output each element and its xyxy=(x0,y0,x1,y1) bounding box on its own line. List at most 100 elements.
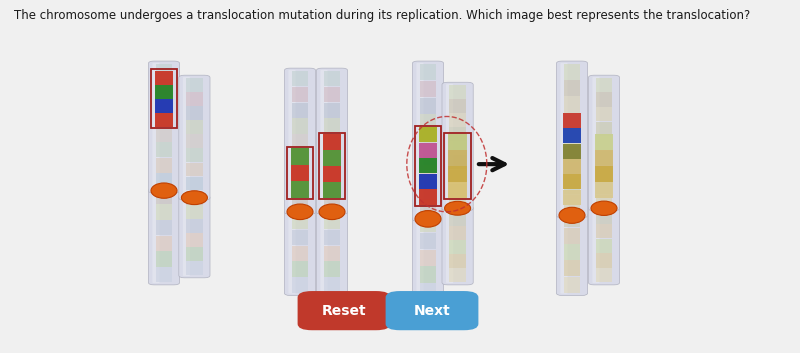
FancyBboxPatch shape xyxy=(285,209,315,295)
FancyBboxPatch shape xyxy=(152,63,160,283)
Bar xyxy=(420,233,437,249)
Bar xyxy=(420,267,437,283)
Bar xyxy=(186,120,203,134)
Bar xyxy=(563,129,581,145)
FancyBboxPatch shape xyxy=(560,63,568,294)
Bar xyxy=(291,198,308,213)
Bar xyxy=(155,236,172,251)
Bar xyxy=(448,166,467,181)
Bar xyxy=(595,78,613,92)
Bar xyxy=(419,189,438,205)
Bar xyxy=(450,212,466,226)
Bar xyxy=(420,250,437,266)
Bar xyxy=(595,122,613,136)
Bar xyxy=(563,179,581,195)
Bar xyxy=(420,148,437,165)
Bar xyxy=(155,220,172,235)
Bar xyxy=(155,251,172,267)
Bar xyxy=(291,181,310,198)
FancyBboxPatch shape xyxy=(285,68,315,214)
Bar xyxy=(155,189,172,204)
FancyBboxPatch shape xyxy=(320,70,328,294)
FancyBboxPatch shape xyxy=(316,68,347,214)
Bar xyxy=(323,261,341,277)
Bar xyxy=(419,174,438,189)
Bar xyxy=(450,141,466,155)
Bar xyxy=(562,144,581,158)
Bar xyxy=(563,244,581,260)
Bar xyxy=(186,106,203,120)
Bar xyxy=(595,239,613,253)
Bar xyxy=(186,205,203,219)
Bar xyxy=(323,214,341,229)
Bar xyxy=(318,133,346,199)
FancyBboxPatch shape xyxy=(589,75,620,211)
Bar xyxy=(595,166,613,180)
Bar xyxy=(595,151,613,165)
Bar xyxy=(155,95,172,110)
Bar xyxy=(595,268,613,282)
Bar xyxy=(595,150,614,166)
Bar xyxy=(450,169,466,184)
Bar xyxy=(445,133,470,199)
Bar xyxy=(154,85,173,99)
Bar xyxy=(420,64,437,80)
Bar xyxy=(322,182,341,198)
FancyBboxPatch shape xyxy=(182,77,190,276)
Ellipse shape xyxy=(415,211,441,227)
Bar xyxy=(291,214,308,229)
FancyBboxPatch shape xyxy=(413,216,444,303)
Bar xyxy=(323,182,341,197)
Bar xyxy=(291,86,308,102)
FancyBboxPatch shape xyxy=(178,75,210,200)
Bar xyxy=(186,191,203,204)
Bar xyxy=(563,80,581,96)
Bar xyxy=(562,190,581,205)
Bar xyxy=(323,134,341,150)
Bar xyxy=(595,136,613,151)
Bar xyxy=(420,216,437,232)
Bar xyxy=(450,254,466,268)
Bar xyxy=(563,261,581,276)
Bar xyxy=(595,92,613,107)
Ellipse shape xyxy=(559,207,585,223)
Bar xyxy=(186,247,203,261)
Bar xyxy=(323,246,341,261)
Bar xyxy=(450,184,466,198)
FancyBboxPatch shape xyxy=(442,82,474,211)
Bar xyxy=(186,261,203,275)
Bar xyxy=(450,268,466,282)
FancyBboxPatch shape xyxy=(386,291,478,330)
Bar xyxy=(186,233,203,247)
Bar xyxy=(450,85,466,99)
Bar xyxy=(419,158,438,174)
Text: The chromosome undergoes a translocation mutation during its replication. Which : The chromosome undergoes a translocation… xyxy=(14,9,750,22)
Bar xyxy=(595,224,613,238)
Bar xyxy=(595,134,614,150)
Bar xyxy=(323,102,341,118)
Bar xyxy=(291,134,308,150)
Bar xyxy=(155,64,172,79)
FancyBboxPatch shape xyxy=(288,70,296,294)
FancyBboxPatch shape xyxy=(298,291,390,330)
FancyBboxPatch shape xyxy=(148,61,179,193)
Bar xyxy=(186,78,203,91)
Ellipse shape xyxy=(319,204,345,220)
Bar xyxy=(291,182,308,197)
FancyBboxPatch shape xyxy=(442,206,474,285)
Bar xyxy=(420,97,437,114)
Bar xyxy=(562,159,581,174)
Bar xyxy=(595,107,613,121)
Bar xyxy=(450,127,466,141)
Bar xyxy=(291,148,310,164)
Bar xyxy=(323,119,341,134)
Bar xyxy=(322,166,341,181)
FancyBboxPatch shape xyxy=(417,63,424,301)
Bar xyxy=(595,195,613,209)
Bar xyxy=(419,143,438,158)
Bar xyxy=(155,157,172,173)
FancyBboxPatch shape xyxy=(446,84,453,283)
Bar xyxy=(186,92,203,106)
Bar xyxy=(420,114,437,131)
Bar xyxy=(420,80,437,97)
